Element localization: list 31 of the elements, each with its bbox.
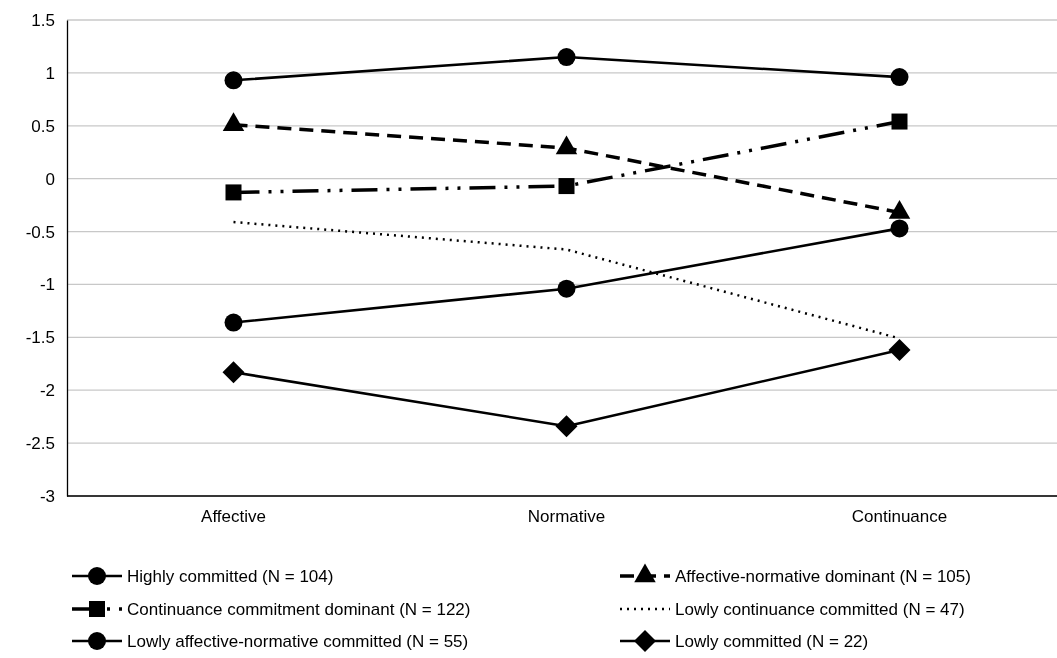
y-tick-label: -1.5 bbox=[25, 328, 55, 348]
point bbox=[558, 178, 575, 195]
point bbox=[890, 68, 909, 87]
y-tick-label: 1.5 bbox=[31, 10, 55, 30]
y-tick-label: 0 bbox=[45, 169, 55, 189]
legend-label: Affective-normative dominant (N = 105) bbox=[675, 566, 971, 586]
y-tick-label: -2.5 bbox=[25, 434, 55, 454]
point bbox=[222, 361, 245, 384]
y-tick-label: 0.5 bbox=[31, 116, 55, 136]
legend-label: Highly committed (N = 104) bbox=[127, 566, 334, 586]
y-tick-label: -3 bbox=[39, 486, 55, 506]
legend-label: Continuance commitment dominant (N = 122) bbox=[127, 599, 471, 619]
y-tick-label: -2 bbox=[39, 381, 55, 401]
point bbox=[890, 219, 909, 238]
point bbox=[224, 71, 243, 90]
legend-label: Lowly affective-normative committed (N = 55) bbox=[127, 631, 469, 651]
point bbox=[555, 415, 578, 438]
x-tick-label: Continuance bbox=[851, 507, 948, 527]
point bbox=[888, 339, 911, 362]
y-tick-label: -1 bbox=[39, 275, 55, 295]
x-tick-label: Normative bbox=[527, 507, 606, 527]
y-tick-label: -0.5 bbox=[25, 222, 55, 242]
point bbox=[225, 184, 242, 201]
point bbox=[557, 279, 576, 298]
point bbox=[891, 113, 908, 130]
point bbox=[224, 313, 243, 332]
y-tick-label: 1 bbox=[45, 63, 55, 83]
legend-label: Lowly committed (N = 22) bbox=[675, 631, 869, 651]
x-tick-label: Affective bbox=[201, 507, 266, 527]
legend-label: Lowly continuance committed (N = 47) bbox=[675, 599, 965, 619]
point bbox=[557, 48, 576, 67]
